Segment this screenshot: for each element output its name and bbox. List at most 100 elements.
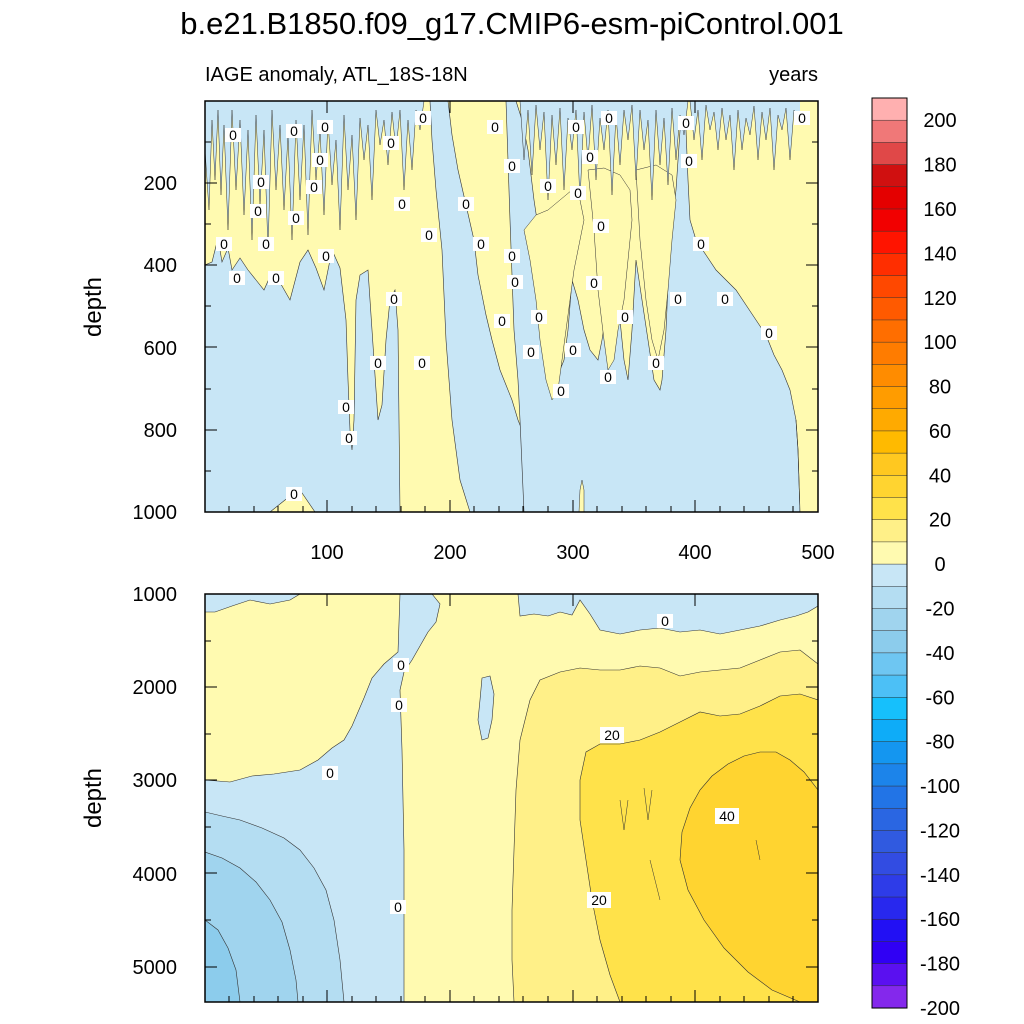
upper-x-tick: 400 xyxy=(678,542,711,564)
contour-label: 0 xyxy=(721,291,729,307)
chart-title: b.e21.B1850.f09_g17.CMIP6-esm-piControl.… xyxy=(180,6,843,41)
contour-label: 0 xyxy=(397,657,405,673)
subtitle-left: IAGE anomaly, ATL_18S-18N xyxy=(205,64,468,86)
colorbar-swatch xyxy=(871,319,908,343)
colorbar-swatch xyxy=(871,364,908,388)
lower-y-tick: 3000 xyxy=(133,770,178,792)
contour-label: 0 xyxy=(586,149,594,165)
colorbar-label: -60 xyxy=(926,687,955,709)
upper-panel: 0 0 0 0 0 0 0 0 0 0 0 0 0 0 0 0 0 0 0 0 … xyxy=(80,100,835,564)
contour-label: 0 xyxy=(272,270,280,286)
upper-right-edge-strip xyxy=(800,101,818,512)
colorbar-swatch xyxy=(871,941,908,965)
upper-yellow-finger-1 xyxy=(523,189,585,401)
contour-label: 0 xyxy=(419,110,427,126)
colorbar-label: 100 xyxy=(923,332,956,354)
contour-label: 0 xyxy=(321,119,329,135)
lower-y-label: depth xyxy=(80,768,107,828)
contour-label: 0 xyxy=(597,218,605,234)
contour-label: 0 xyxy=(765,325,773,341)
contour-label: 0 xyxy=(569,342,577,358)
colorbar-swatch xyxy=(871,697,908,721)
contour-label: 0 xyxy=(394,899,402,915)
colorbar-swatch xyxy=(871,608,908,632)
colorbar-label: 40 xyxy=(929,465,951,487)
upper-y-tick: 400 xyxy=(144,255,177,277)
colorbar-swatch xyxy=(871,208,908,232)
contour-label: 0 xyxy=(590,275,598,291)
contour-label: 0 xyxy=(477,236,485,252)
colorbar-swatch xyxy=(871,586,908,610)
lower-y-axis xyxy=(205,640,818,968)
contour-label: 0 xyxy=(398,196,406,212)
colorbar-swatch xyxy=(871,452,908,476)
contour-label: 0 xyxy=(290,486,298,502)
contour-label: 0 xyxy=(682,115,690,131)
colorbar-swatch xyxy=(871,164,908,188)
contour-label: 0 xyxy=(508,248,516,264)
lower-frame xyxy=(204,593,819,1003)
lower-panel: 0 0 0 0 0 20 20 40 1000 2000 3000 4000 5… xyxy=(80,584,819,1003)
colorbar-swatch xyxy=(871,719,908,743)
contour-label: 0 xyxy=(491,119,499,135)
colorbar-label: 140 xyxy=(923,243,956,265)
colorbar-swatch xyxy=(871,830,908,854)
colorbar-label: 200 xyxy=(923,110,956,132)
colorbar-swatch xyxy=(871,475,908,499)
contour-label: 0 xyxy=(572,119,580,135)
colorbar-label: -120 xyxy=(920,820,960,842)
lower-blue-slug xyxy=(477,675,495,741)
colorbar-label: -20 xyxy=(926,599,955,621)
colorbar-label: -180 xyxy=(920,954,960,976)
colorbar-swatch xyxy=(871,142,908,166)
contour-label: 0 xyxy=(342,399,350,415)
colorbar-label: -80 xyxy=(926,732,955,754)
colorbar-swatch xyxy=(871,807,908,831)
colorbar-label: -200 xyxy=(920,998,960,1020)
contour-label: 0 xyxy=(418,355,426,371)
contour-label: 0 xyxy=(310,179,318,195)
upper-blue-region-right xyxy=(505,101,801,512)
contour-label: 0 xyxy=(535,309,543,325)
contour-label: 0 xyxy=(652,355,660,371)
contour-label: 0 xyxy=(508,158,516,174)
colorbar-label: 80 xyxy=(929,377,951,399)
upper-x-axis xyxy=(228,101,819,512)
colorbar-swatch xyxy=(871,230,908,254)
colorbar-swatch xyxy=(871,186,908,210)
upper-x-tick: 100 xyxy=(310,542,343,564)
colorbar-swatch xyxy=(871,918,908,942)
colorbar-swatch xyxy=(871,519,908,543)
colorbar-swatch xyxy=(871,896,908,920)
contour-label: 0 xyxy=(604,369,612,385)
lower-blue-layer-4 xyxy=(205,919,241,1002)
contour-label: 0 xyxy=(374,355,382,371)
contour-label: 0 xyxy=(316,152,324,168)
contour-label: 0 xyxy=(290,123,298,139)
colorbar-swatch xyxy=(871,630,908,654)
colorbar-swatch xyxy=(871,785,908,809)
contour-label: 0 xyxy=(322,248,330,264)
colorbar-swatch xyxy=(871,541,908,565)
colorbar-label: 180 xyxy=(923,155,956,177)
upper-y-label: depth xyxy=(80,277,107,337)
colorbar-label: -160 xyxy=(920,909,960,931)
colorbar-swatch xyxy=(871,741,908,765)
contour-label: 0 xyxy=(697,236,705,252)
contour-label: 0 xyxy=(220,236,228,252)
contour-label: 0 xyxy=(254,203,262,219)
lower-x-axis xyxy=(228,594,794,1002)
lower-y-tick: 5000 xyxy=(133,957,178,979)
contour-label: 0 xyxy=(345,430,353,446)
contour-label: 0 xyxy=(605,110,613,126)
lower-y-tick: 4000 xyxy=(133,864,178,886)
contour-label: 0 xyxy=(229,127,237,143)
contour-label: 0 xyxy=(557,383,565,399)
subtitle-right: years xyxy=(769,64,818,86)
upper-x-tick: 200 xyxy=(433,542,466,564)
colorbar-label: 20 xyxy=(929,510,951,532)
lower-contour-labels: 0 0 0 0 0 20 20 40 xyxy=(322,613,739,915)
colorbar-swatch xyxy=(871,430,908,454)
colorbar-swatch xyxy=(871,97,908,121)
